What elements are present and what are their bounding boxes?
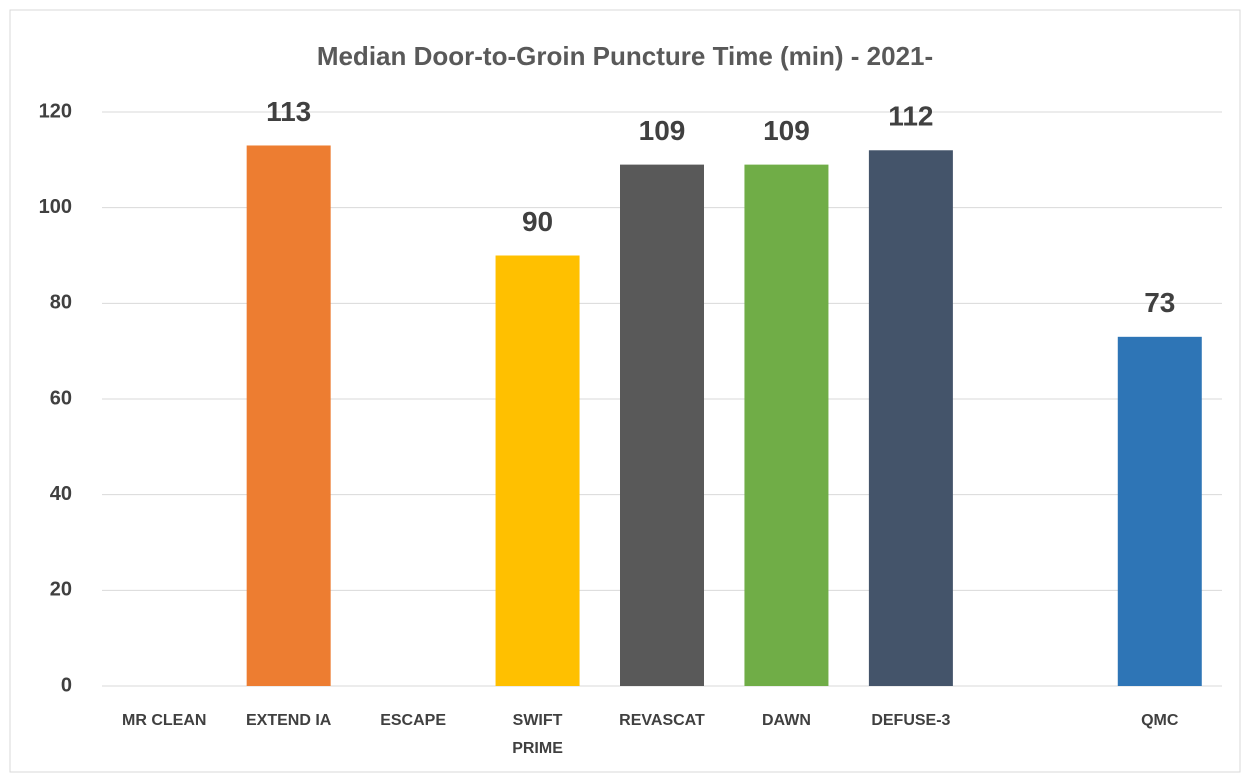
y-tick-label: 120 xyxy=(39,100,72,122)
x-tick-label: REVASCAT xyxy=(619,712,705,729)
x-tick-label: EXTEND IA xyxy=(245,712,332,729)
data-label: 113 xyxy=(266,96,311,127)
data-label: 112 xyxy=(888,101,933,132)
bar xyxy=(744,164,829,686)
bar xyxy=(495,255,580,686)
y-tick-label: 20 xyxy=(50,579,72,601)
x-tick-label: QMC xyxy=(1141,712,1179,729)
bar xyxy=(1117,336,1202,686)
y-tick-label: 80 xyxy=(50,292,72,314)
data-label: 109 xyxy=(639,115,686,146)
y-tick-label: 100 xyxy=(39,196,72,218)
bar xyxy=(868,150,953,686)
data-label: 90 xyxy=(522,206,553,237)
y-tick-label: 0 xyxy=(61,674,72,696)
x-tick-label: SWIFT PRIME xyxy=(512,712,563,757)
bar xyxy=(620,164,704,686)
x-tick-label: DEFUSE-3 xyxy=(871,712,951,729)
bar xyxy=(246,145,331,686)
data-label: 109 xyxy=(763,115,810,146)
x-tick-label: MR CLEAN xyxy=(122,712,207,729)
x-tick-label: ESCAPE xyxy=(380,712,446,729)
data-label: 73 xyxy=(1144,287,1175,318)
chart-title: Median Door-to-Groin Puncture Time (min)… xyxy=(317,41,933,71)
y-tick-label: 40 xyxy=(50,483,72,505)
y-tick-label: 60 xyxy=(50,387,72,409)
x-tick-label: DAWN xyxy=(761,712,811,729)
